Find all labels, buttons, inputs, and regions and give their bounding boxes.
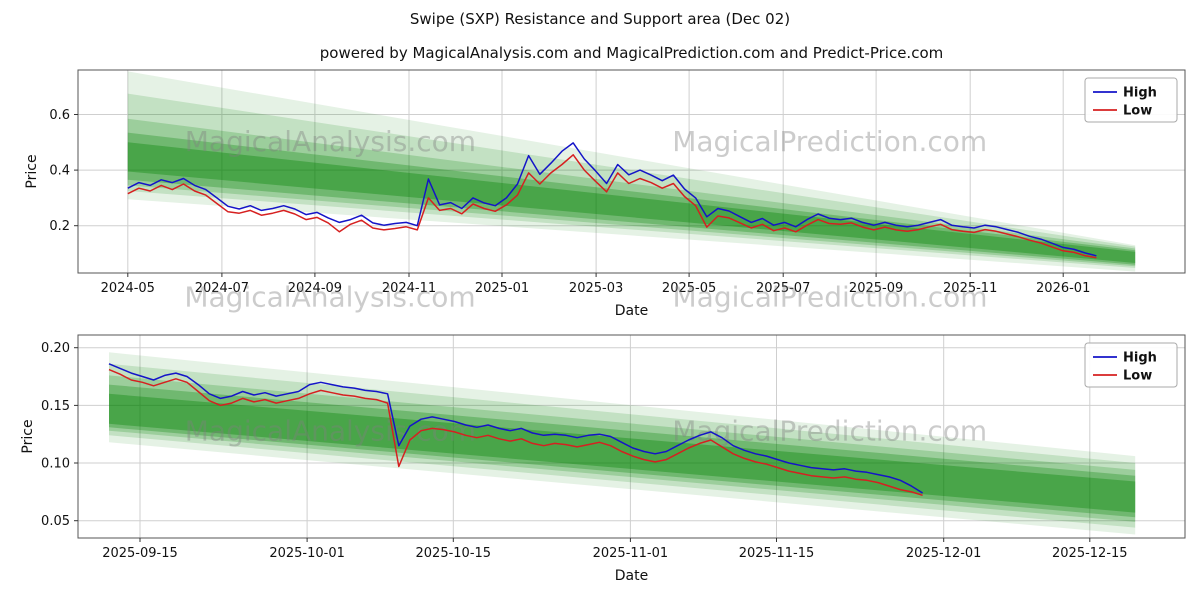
support-resistance-band [127, 71, 1136, 272]
x-tick-label: 2025-05 [662, 281, 716, 296]
x-tick-label: 2025-10-01 [269, 546, 345, 561]
support-resistance-band [109, 375, 1136, 522]
x-tick-label: 2024-07 [195, 281, 249, 296]
x-tick-label: 2025-11-15 [739, 546, 815, 561]
support-resistance-band [127, 93, 1136, 268]
legend-label-low: Low [1123, 369, 1152, 384]
high-line [127, 142, 1097, 257]
legend-label-high: High [1123, 351, 1157, 366]
watermark-text: MagicalAnalysis.com [185, 125, 476, 158]
x-tick-label: 2025-03 [569, 281, 623, 296]
x-tick-label: 2025-12-01 [906, 546, 982, 561]
y-tick-label: 0.4 [49, 164, 70, 179]
support-resistance-band [127, 118, 1136, 267]
x-tick-label: 2025-09 [849, 281, 903, 296]
legend-box [1084, 77, 1178, 123]
legend-box [1084, 342, 1178, 388]
x-tick-label: 2024-09 [288, 281, 342, 296]
low-line [127, 154, 1097, 259]
x-tick-label: 2026-01 [1036, 281, 1090, 296]
x-tick-label: 2024-05 [101, 281, 155, 296]
x-axis-label: Date [615, 303, 648, 319]
y-axis-label: Price [24, 154, 40, 188]
y-tick-label: 0.15 [41, 399, 70, 414]
axes-border [77, 334, 1186, 539]
watermark-text: MagicalPrediction.com [672, 415, 987, 448]
x-tick-label: 2025-11-01 [593, 546, 669, 561]
figure-subtitle: powered by MagicalAnalysis.com and Magic… [319, 44, 944, 62]
high-line [108, 363, 923, 494]
watermark-text: MagicalAnalysis.com [185, 415, 476, 448]
x-tick-label: 2025-09-15 [102, 546, 178, 561]
y-axis-label: Price [20, 419, 36, 453]
watermark-text: MagicalPrediction.com [672, 125, 987, 158]
legend-label-high: High [1123, 86, 1157, 101]
low-line [108, 368, 923, 497]
x-tick-label: 2025-01 [475, 281, 529, 296]
plot-area [78, 335, 1185, 538]
plot-area [78, 70, 1185, 273]
y-tick-label: 0.6 [49, 108, 70, 123]
support-resistance-band [127, 142, 1136, 263]
y-tick-label: 0.05 [41, 514, 70, 529]
support-resistance-band [109, 363, 1136, 528]
figure-title: Swipe (SXP) Resistance and Support area … [409, 10, 791, 28]
x-tick-label: 2025-10-15 [416, 546, 492, 561]
legend-label-low: Low [1123, 104, 1152, 119]
axes-border [77, 69, 1186, 274]
support-resistance-band [127, 132, 1136, 265]
x-tick-label: 2025-07 [756, 281, 810, 296]
x-axis-label: Date [615, 568, 648, 584]
x-tick-label: 2025-11 [943, 281, 997, 296]
x-tick-label: 2024-11 [382, 281, 436, 296]
y-tick-label: 0.20 [41, 341, 70, 356]
x-tick-label: 2025-12-15 [1052, 546, 1128, 561]
y-tick-label: 0.2 [49, 219, 70, 234]
y-tick-label: 0.10 [41, 457, 70, 472]
